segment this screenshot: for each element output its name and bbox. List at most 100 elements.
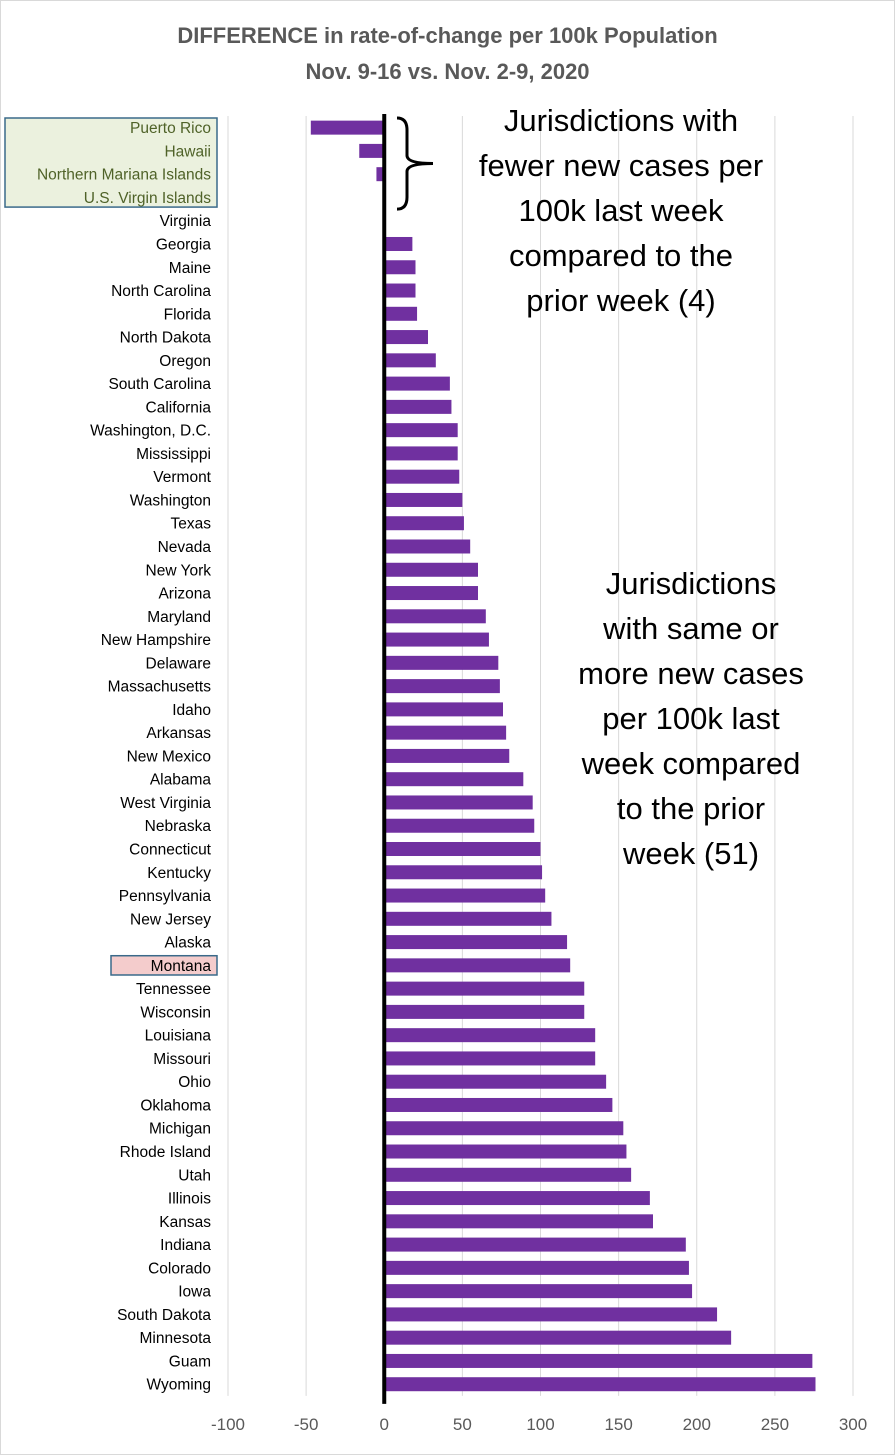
category-label: Mississippi bbox=[136, 446, 211, 463]
category-label: North Carolina bbox=[111, 283, 211, 300]
bar bbox=[359, 143, 385, 158]
bar bbox=[384, 353, 436, 368]
bar bbox=[384, 818, 535, 833]
bar bbox=[384, 1121, 624, 1136]
bar bbox=[384, 236, 413, 251]
bar bbox=[384, 1377, 816, 1392]
category-label: New York bbox=[146, 562, 212, 579]
category-label: Pennsylvania bbox=[119, 888, 212, 905]
x-tick-label: 200 bbox=[683, 1415, 711, 1434]
category-label: Hawaii bbox=[164, 143, 211, 160]
category-label: Idaho bbox=[172, 702, 211, 719]
category-label: Alabama bbox=[150, 772, 212, 789]
category-label: Maryland bbox=[147, 609, 211, 626]
category-label: Wyoming bbox=[147, 1377, 211, 1394]
x-tick-label: -100 bbox=[211, 1415, 245, 1434]
bar bbox=[384, 655, 499, 670]
category-label: Oklahoma bbox=[140, 1097, 211, 1114]
annotation-more-cases: Jurisdictions with same or more new case… bbox=[578, 566, 804, 871]
category-label: South Dakota bbox=[117, 1307, 211, 1324]
category-label: Rhode Island bbox=[120, 1144, 211, 1161]
bar bbox=[384, 865, 543, 880]
bar bbox=[384, 725, 507, 740]
bar bbox=[384, 632, 489, 647]
bar bbox=[384, 888, 546, 903]
bar bbox=[384, 609, 486, 624]
x-tick-label: 300 bbox=[839, 1415, 867, 1434]
category-label: Illinois bbox=[168, 1191, 211, 1208]
bar bbox=[384, 679, 500, 694]
category-label: Florida bbox=[164, 306, 212, 323]
category-label: Kansas bbox=[159, 1214, 211, 1231]
bar bbox=[384, 1191, 650, 1206]
chart-title: DIFFERENCE in rate-of-change per 100k Po… bbox=[177, 23, 718, 48]
bar bbox=[384, 1074, 607, 1089]
bar bbox=[384, 423, 458, 438]
category-label: Washington bbox=[130, 492, 211, 509]
category-label: New Mexico bbox=[127, 748, 211, 765]
category-label: Utah bbox=[178, 1167, 211, 1184]
grouping-brace bbox=[396, 116, 434, 211]
category-label: Nebraska bbox=[145, 818, 212, 835]
category-label: Delaware bbox=[146, 655, 211, 672]
category-label: Nevada bbox=[158, 539, 212, 556]
category-label: North Dakota bbox=[120, 330, 212, 347]
bar bbox=[384, 306, 418, 321]
bar bbox=[384, 539, 471, 554]
category-label: Arizona bbox=[158, 586, 211, 603]
category-label: Washington, D.C. bbox=[90, 423, 211, 440]
category-label: California bbox=[146, 399, 212, 416]
category-label: Oregon bbox=[159, 353, 211, 370]
category-label: Wisconsin bbox=[140, 1004, 211, 1021]
category-label: Massachusetts bbox=[108, 679, 212, 696]
bar bbox=[384, 260, 416, 275]
category-label: Vermont bbox=[153, 469, 211, 486]
category-label: Northern Mariana Islands bbox=[37, 167, 211, 184]
category-label: South Carolina bbox=[108, 376, 211, 393]
bar bbox=[384, 516, 464, 531]
category-label: Minnesota bbox=[139, 1330, 211, 1347]
bar bbox=[384, 842, 541, 857]
category-label: Indiana bbox=[160, 1237, 211, 1254]
bar bbox=[384, 911, 552, 926]
category-label: New Hampshire bbox=[101, 632, 211, 649]
bar bbox=[384, 1330, 732, 1345]
bar bbox=[384, 399, 452, 414]
bar bbox=[384, 1167, 632, 1182]
category-label: U.S. Virgin Islands bbox=[84, 190, 211, 207]
x-tick-label: 150 bbox=[604, 1415, 632, 1434]
bar bbox=[384, 562, 478, 577]
bar bbox=[384, 1028, 596, 1043]
category-label: Puerto Rico bbox=[130, 120, 211, 137]
category-highlight-box bbox=[110, 954, 218, 976]
bar bbox=[384, 1214, 653, 1229]
category-label: Maine bbox=[169, 260, 211, 277]
category-label: Virginia bbox=[160, 213, 212, 230]
bar bbox=[384, 1051, 596, 1066]
bar bbox=[384, 702, 503, 717]
category-label: Montana bbox=[151, 958, 212, 975]
category-label: Alaska bbox=[164, 935, 211, 952]
x-tick-label: 250 bbox=[761, 1415, 789, 1434]
bar bbox=[384, 1004, 585, 1019]
bar bbox=[376, 167, 385, 182]
category-label: New Jersey bbox=[130, 911, 211, 928]
category-label: Kentucky bbox=[147, 865, 211, 882]
category-highlight-box bbox=[4, 117, 218, 208]
bar bbox=[384, 1144, 627, 1159]
category-label: West Virginia bbox=[120, 795, 211, 812]
bar bbox=[384, 981, 585, 996]
category-label: Iowa bbox=[178, 1284, 211, 1301]
bar bbox=[384, 1097, 613, 1112]
bar bbox=[384, 748, 510, 763]
x-tick-label: 50 bbox=[453, 1415, 472, 1434]
category-label: Louisiana bbox=[145, 1028, 212, 1045]
bar bbox=[384, 586, 478, 601]
bar bbox=[384, 469, 460, 484]
chart-subtitle: Nov. 9-16 vs. Nov. 2-9, 2020 bbox=[305, 59, 590, 84]
bar bbox=[384, 330, 428, 345]
category-label: Missouri bbox=[153, 1051, 211, 1068]
category-label: Ohio bbox=[178, 1074, 211, 1091]
bar bbox=[384, 1284, 693, 1299]
